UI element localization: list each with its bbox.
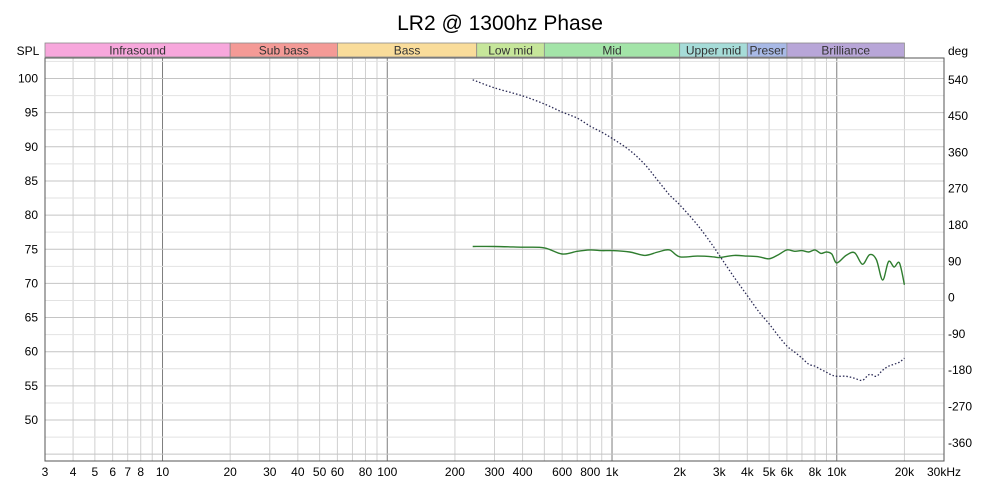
y-tick-label-left: 90 [25,140,39,154]
band-label-6: Preser [749,44,784,58]
y-tick-label-right: 360 [948,145,968,159]
series [472,79,906,382]
band-label-4: Mid [602,44,621,58]
y-tick-label-right: 540 [948,73,968,87]
x-tick-label: 20k [895,465,915,479]
x-tick-label: 4 [70,465,77,479]
y-tick-label-left: 85 [25,174,39,188]
x-tick-label: 40 [291,465,305,479]
band-label-5: Upper mid [686,44,741,58]
band-label-2: Bass [394,44,421,58]
y-axis-label-left: SPL [17,44,40,58]
x-tick-label: 50 [313,465,327,479]
y-tick-label-left: 60 [25,345,39,359]
y-tick-label-right: 0 [948,291,955,305]
y-tick-label-left: 55 [25,379,39,393]
x-tick-label: 8k [809,465,823,479]
x-tick-label: 7 [124,465,131,479]
x-tick-label: 60 [331,465,345,479]
x-tick-label: 600 [552,465,572,479]
frequency-bands: Infrasound Sub bass Bass Low mid Mid Upper mi… [44,42,905,58]
x-tick-label: 80 [359,465,373,479]
y-axis-label-right: deg [948,44,968,58]
band-7 [786,42,905,58]
y-tick-label-left: 75 [25,242,39,256]
y-tick-label-right: -180 [948,363,972,377]
band-label-1: Sub bass [259,44,309,58]
x-tick-label: 300 [484,465,504,479]
y-tick-label-left: 65 [25,311,39,325]
x-tick-label: 200 [445,465,465,479]
x-tick-label: 6k [781,465,795,479]
band-label-7: Brilliance [821,44,870,58]
y-tick-label-left: 100 [18,71,38,85]
series-line-spl [472,245,906,285]
x-tick-label: 8 [137,465,144,479]
x-tick-label: 2k [673,465,687,479]
y-tick-label-right: -90 [948,327,966,341]
plot-frame [44,57,945,462]
x-tick-label: 4k [741,465,755,479]
x-tick-label: 100 [377,465,397,479]
y-tick-label-right: -270 [948,400,972,414]
band-label-3: Low mid [488,44,533,58]
y-tick-label-left: 50 [25,413,39,427]
x-tick-label: 800 [580,465,600,479]
x-tick-label: 3k [713,465,727,479]
band-label-0: Infrasound [109,44,166,58]
tick-labels: 3 4 5 6 7 8 10 20 30 40 50 60 80 100 200 300 400 600 800 1k… [18,71,972,479]
y-tick-label-right: -360 [948,436,972,450]
x-tick-label: 1k [606,465,620,479]
x-tick-label: 30 [263,465,277,479]
x-tick-label: 3 [42,465,49,479]
y-tick-label-right: 450 [948,109,968,123]
y-tick-label-right: 90 [948,254,962,268]
y-tick-label-left: 70 [25,276,39,290]
series-line-phase [472,79,905,382]
y-tick-label-left: 80 [25,208,39,222]
x-tick-label: 400 [513,465,533,479]
x-tick-label: 10 [156,465,170,479]
chart-title: LR2 @ 1300hz Phase [397,12,603,35]
x-tick-label: 20 [223,465,237,479]
x-tick-label: 5k [763,465,777,479]
y-tick-label-right: 180 [948,218,968,232]
y-tick-label-left: 95 [25,106,39,120]
x-tick-label: 6 [109,465,116,479]
grid [44,58,945,461]
y-tick-label-right: 270 [948,182,968,196]
x-tick-label: 5 [92,465,99,479]
x-tick-label: 30kHz [927,465,961,479]
x-tick-label: 10k [827,465,847,479]
